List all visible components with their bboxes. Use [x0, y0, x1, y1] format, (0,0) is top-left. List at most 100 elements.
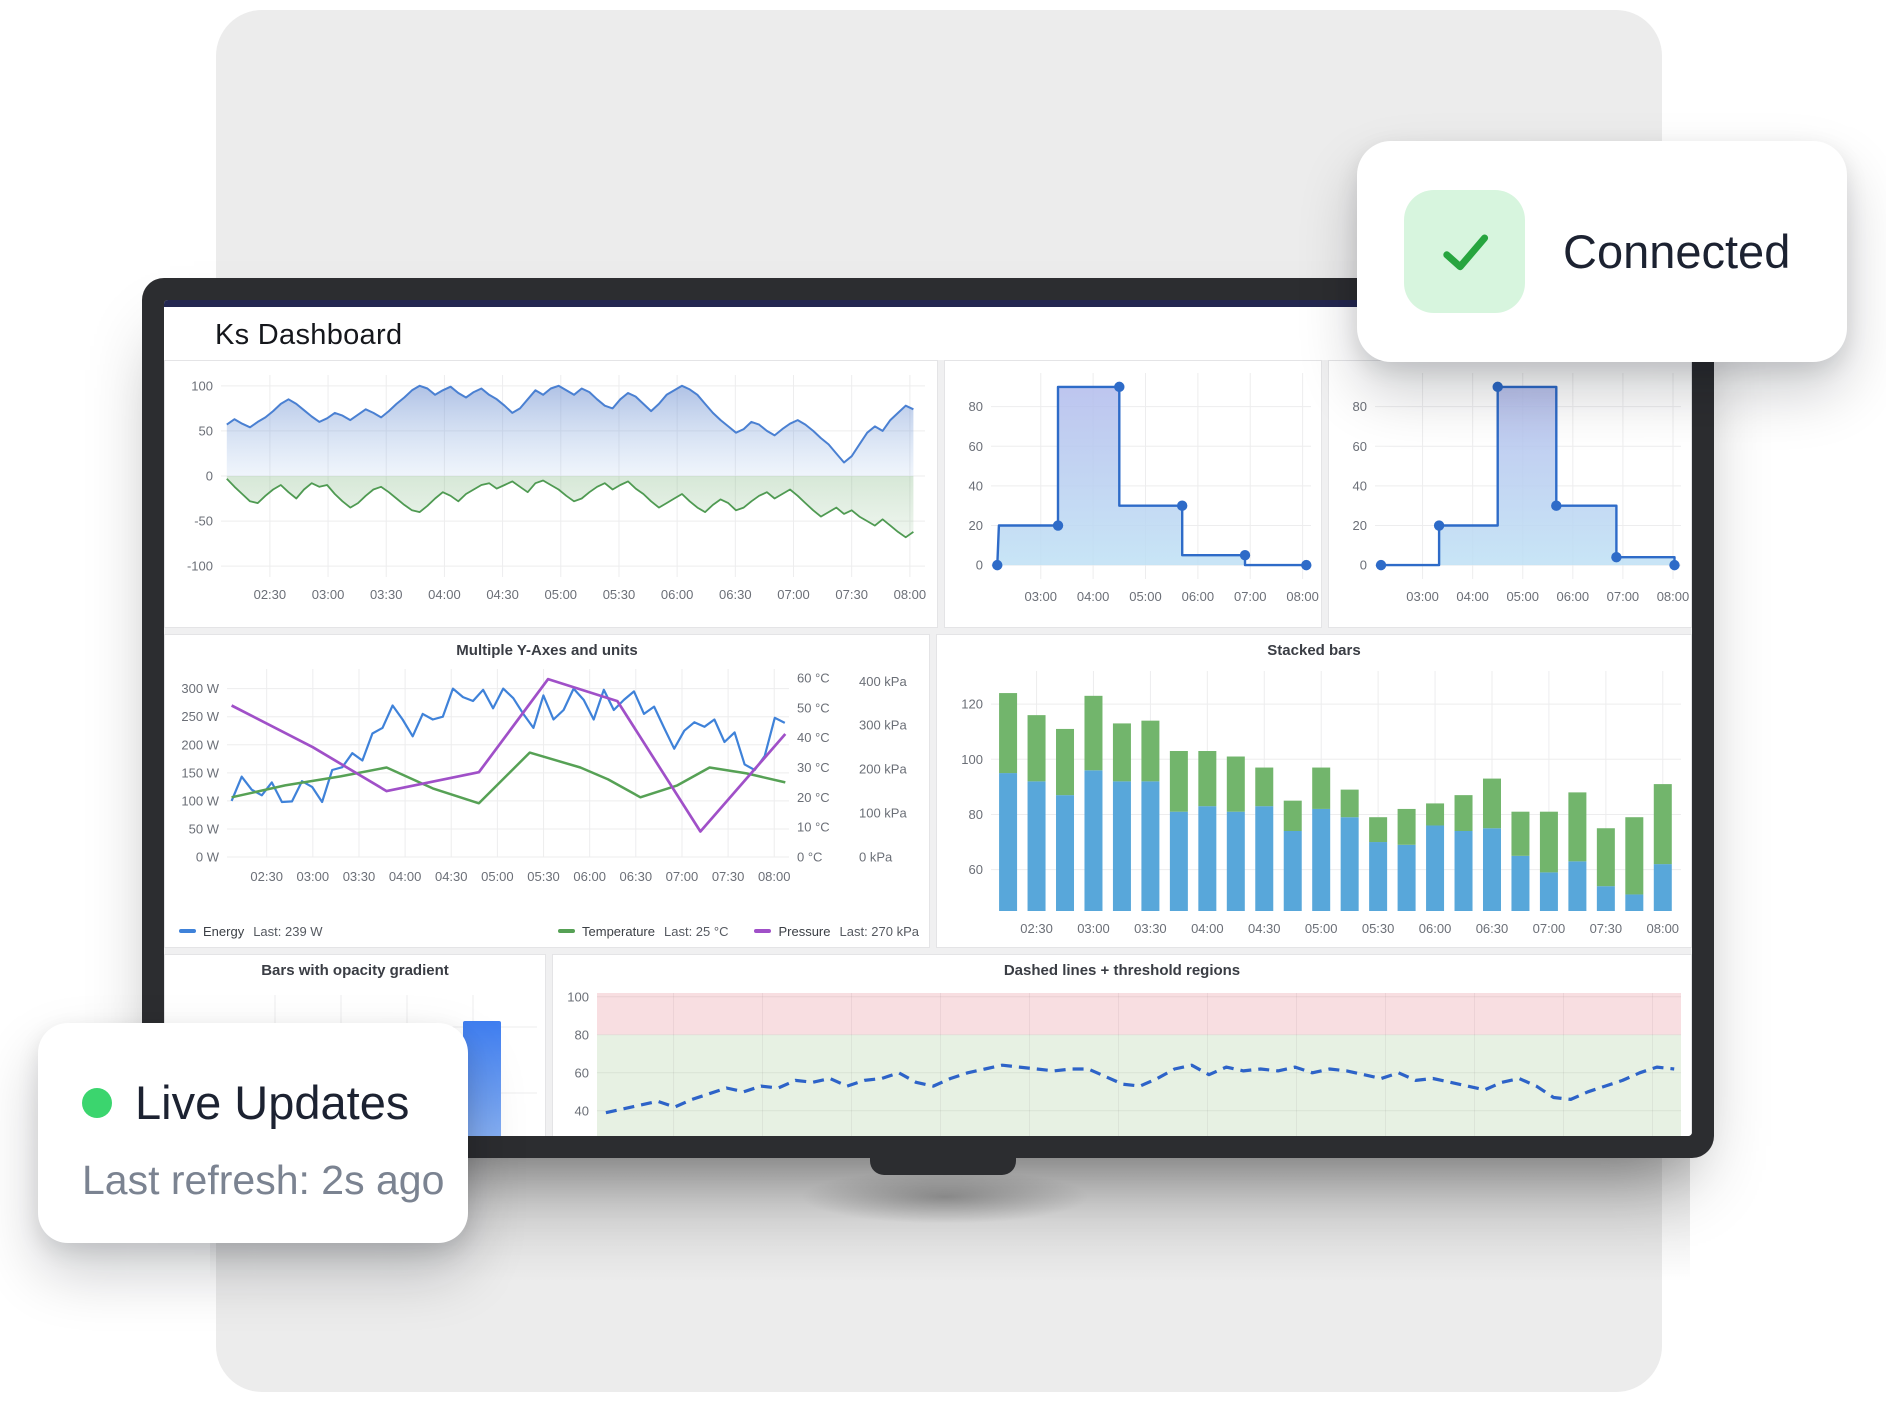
multi-axes-canvas: 02:30 03:00 03:30 04:00 04:30 05:00 05:30 06:00…	[181, 669, 907, 884]
svg-text:40: 40	[1353, 478, 1367, 493]
dashed-thresholds-canvas: 40 60 80 100	[567, 989, 1681, 1136]
svg-text:02:30: 02:30	[254, 587, 287, 602]
svg-text:05:00: 05:00	[545, 587, 578, 602]
svg-text:300 W: 300 W	[181, 681, 219, 696]
svg-text:20: 20	[969, 518, 983, 533]
legend-item: Energy Last: 239 W	[179, 924, 323, 939]
svg-text:03:30: 03:30	[1134, 921, 1167, 936]
svg-text:07:30: 07:30	[712, 869, 745, 884]
svg-text:06:00: 06:00	[1182, 589, 1215, 604]
svg-text:100: 100	[961, 752, 983, 767]
svg-text:03:00: 03:00	[1406, 589, 1439, 604]
connected-status-card: Connected	[1357, 141, 1847, 362]
svg-text:50 °C: 50 °C	[797, 700, 830, 715]
svg-text:05:00: 05:00	[1305, 921, 1338, 936]
browser-top-strip	[164, 300, 1692, 307]
svg-text:10 °C: 10 °C	[797, 820, 830, 835]
stacked-bars-canvas: 02:30 03:00 03:30 04:00 04:30 05:00 05:30 06:00…	[961, 671, 1681, 936]
svg-text:120: 120	[961, 697, 983, 712]
svg-text:04:30: 04:30	[1248, 921, 1281, 936]
svg-text:03:00: 03:00	[1077, 921, 1110, 936]
checkmark-glyph	[1442, 234, 1488, 270]
svg-text:300 kPa: 300 kPa	[859, 718, 907, 733]
legend-item: Pressure Last: 270 kPa	[754, 924, 919, 939]
svg-text:100: 100	[191, 378, 213, 393]
svg-text:0 kPa: 0 kPa	[859, 850, 893, 865]
dashboard-screen: Ks Dashboard 02:30 03:00 03:30 04:00 04:30 05…	[164, 300, 1692, 1136]
svg-text:40 °C: 40 °C	[797, 730, 830, 745]
panel-title: Bars with opacity gradient	[261, 962, 449, 979]
svg-text:07:00: 07:00	[1234, 589, 1267, 604]
svg-text:250 W: 250 W	[181, 709, 219, 724]
svg-text:06:30: 06:30	[719, 587, 752, 602]
svg-text:05:00: 05:00	[1129, 589, 1162, 604]
svg-text:04:00: 04:00	[1456, 589, 1489, 604]
monitor-stand	[870, 1158, 1016, 1175]
svg-text:08:00: 08:00	[1647, 921, 1680, 936]
svg-text:-50: -50	[194, 514, 213, 529]
svg-text:05:00: 05:00	[1506, 589, 1539, 604]
page-title: Ks Dashboard	[215, 319, 403, 351]
svg-text:20 °C: 20 °C	[797, 790, 830, 805]
svg-text:20: 20	[1353, 518, 1367, 533]
svg-text:0 °C: 0 °C	[797, 850, 822, 865]
svg-text:04:00: 04:00	[1191, 921, 1224, 936]
svg-text:03:00: 03:00	[297, 869, 330, 884]
svg-text:07:30: 07:30	[1590, 921, 1623, 936]
svg-text:03:30: 03:30	[343, 869, 376, 884]
svg-text:40: 40	[969, 478, 983, 493]
svg-text:150 W: 150 W	[181, 765, 219, 780]
svg-text:07:00: 07:00	[666, 869, 699, 884]
svg-text:04:00: 04:00	[428, 587, 461, 602]
svg-text:08:00: 08:00	[758, 869, 791, 884]
svg-text:40: 40	[575, 1103, 589, 1118]
svg-text:0: 0	[1360, 558, 1367, 573]
svg-text:06:30: 06:30	[1476, 921, 1509, 936]
svg-text:200 W: 200 W	[181, 737, 219, 752]
svg-text:02:30: 02:30	[1020, 921, 1053, 936]
panel-title: Stacked bars	[1267, 642, 1361, 659]
svg-text:03:30: 03:30	[370, 587, 403, 602]
panel-stacked-bars: Stacked bars 02:30 03:00 03:30 04:00 04:30 05…	[936, 634, 1692, 948]
svg-text:06:00: 06:00	[1557, 589, 1590, 604]
svg-text:06:00: 06:00	[573, 869, 606, 884]
svg-text:04:30: 04:30	[486, 587, 519, 602]
svg-text:07:00: 07:00	[1607, 589, 1640, 604]
panel-step-chart-2: 03:00 04:00 05:00 06:00 07:00 08:00 0 20 40 60 80	[1328, 360, 1692, 628]
chart-legend: Energy Last: 239 W Temperature Last: 25 °C P…	[179, 924, 919, 939]
svg-text:0: 0	[976, 558, 983, 573]
svg-text:08:00: 08:00	[1286, 589, 1319, 604]
live-updates-title: Live Updates	[135, 1076, 410, 1129]
step-chart-1-canvas: 03:00 04:00 05:00 06:00 07:00 08:00 0 20 40 60 80	[969, 373, 1319, 604]
check-icon	[1404, 190, 1525, 313]
svg-text:04:00: 04:00	[1077, 589, 1110, 604]
svg-text:02:30: 02:30	[250, 869, 283, 884]
svg-text:60: 60	[1353, 439, 1367, 454]
svg-text:60: 60	[969, 862, 983, 877]
live-dot-icon	[82, 1087, 112, 1118]
panel-step-chart-1: 03:00 04:00 05:00 06:00 07:00 08:00 0 20 40 60 80	[944, 360, 1322, 628]
svg-text:06:30: 06:30	[620, 869, 653, 884]
connected-label: Connected	[1563, 225, 1791, 278]
svg-text:06:00: 06:00	[661, 587, 694, 602]
legend-item: Temperature Last: 25 °C	[558, 924, 728, 939]
svg-text:07:00: 07:00	[1533, 921, 1566, 936]
svg-text:03:00: 03:00	[1024, 589, 1057, 604]
svg-text:60: 60	[969, 439, 983, 454]
panel-area-chart: 02:30 03:00 03:30 04:00 04:30 05:00 05:30 06:00…	[164, 360, 938, 628]
svg-text:60: 60	[575, 1065, 589, 1080]
last-refresh-text: Last refresh: 2s ago	[82, 1157, 445, 1203]
svg-text:80: 80	[575, 1027, 589, 1042]
svg-text:05:30: 05:30	[527, 869, 560, 884]
svg-text:05:30: 05:30	[603, 587, 636, 602]
svg-text:04:30: 04:30	[435, 869, 468, 884]
svg-text:100 kPa: 100 kPa	[859, 806, 907, 821]
svg-text:03:00: 03:00	[312, 587, 345, 602]
svg-text:0: 0	[206, 469, 213, 484]
svg-text:100 W: 100 W	[181, 793, 219, 808]
svg-text:400 kPa: 400 kPa	[859, 674, 907, 689]
svg-text:04:00: 04:00	[389, 869, 422, 884]
svg-text:30 °C: 30 °C	[797, 760, 830, 775]
svg-text:07:00: 07:00	[777, 587, 810, 602]
step-chart-2-canvas: 03:00 04:00 05:00 06:00 07:00 08:00 0 20 40 60 80	[1353, 373, 1689, 604]
